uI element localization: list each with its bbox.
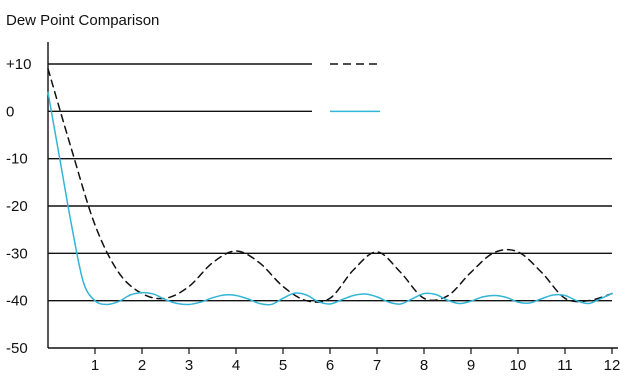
legend bbox=[330, 63, 380, 113]
axes bbox=[47, 42, 618, 354]
x-tick-label: 3 bbox=[185, 357, 193, 374]
x-tick-label: 5 bbox=[279, 357, 287, 374]
x-tick-label: 12 bbox=[604, 357, 621, 374]
y-tick-label: -20 bbox=[6, 198, 28, 215]
gridlines bbox=[48, 63, 612, 302]
series-line-dashed bbox=[47, 67, 613, 303]
y-tick-label: 0 bbox=[6, 103, 14, 120]
x-tick-label: 10 bbox=[510, 357, 527, 374]
y-tick-label: -30 bbox=[6, 245, 28, 262]
series-line-cyan bbox=[47, 91, 613, 306]
x-tick-label: 6 bbox=[326, 357, 334, 374]
x-tick-labels: 1 2 3 4 5 6 7 8 9 10 11 12 bbox=[91, 357, 621, 374]
x-tick-label: 11 bbox=[557, 357, 573, 374]
chart-title: Dew Point Comparison bbox=[6, 12, 159, 29]
x-tick-label: 9 bbox=[467, 357, 475, 374]
y-tick-label: +10 bbox=[6, 56, 31, 73]
x-tick-label: 1 bbox=[91, 357, 99, 374]
y-tick-labels: +10 0 -10 -20 -30 -40 -50 bbox=[6, 56, 31, 357]
x-tick-label: 7 bbox=[373, 357, 381, 374]
y-tick-label: -50 bbox=[6, 340, 28, 357]
x-tick-label: 4 bbox=[232, 357, 240, 374]
x-tick-label: 2 bbox=[138, 357, 146, 374]
y-tick-label: -10 bbox=[6, 151, 28, 168]
y-tick-label: -40 bbox=[6, 293, 28, 310]
series-layer bbox=[47, 67, 613, 306]
x-tick-label: 8 bbox=[420, 357, 428, 374]
